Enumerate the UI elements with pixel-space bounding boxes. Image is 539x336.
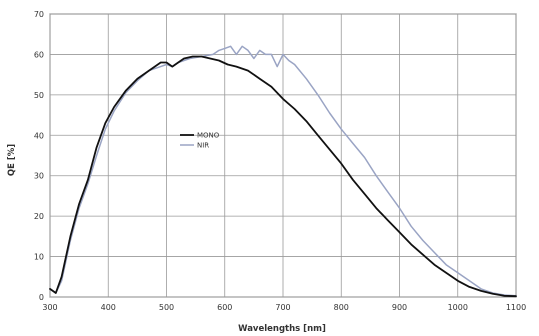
tick-labels: 300 400 500 600 700 800 900 1000 1100 0 10 20 30 40 50… [34, 10, 526, 312]
series-layer [49, 45, 517, 298]
x-axis-title: Wavelengths [nm] [238, 324, 326, 334]
y-tick-label: 40 [34, 131, 44, 140]
gridlines [49, 13, 517, 298]
series-line-nir [49, 45, 517, 297]
y-axis-title: QE [%] [7, 144, 17, 176]
legend-label-nir: NIR [197, 142, 209, 150]
x-tick-label: 300 [42, 303, 57, 312]
legend-label-mono: MONO [197, 132, 220, 140]
x-tick-label: 700 [275, 303, 290, 312]
y-tick-label: 0 [39, 293, 44, 302]
x-tick-label: 600 [217, 303, 232, 312]
x-tick-label: 1000 [448, 303, 468, 312]
y-tick-label: 10 [34, 253, 44, 262]
series-line-mono [49, 55, 517, 298]
x-tick-label: 900 [392, 303, 407, 312]
x-tick-label: 400 [101, 303, 116, 312]
y-tick-label: 60 [34, 50, 44, 59]
y-tick-label: 70 [34, 10, 44, 19]
x-tick-label: 800 [334, 303, 349, 312]
legend: MONO NIR [180, 132, 220, 150]
y-tick-label: 50 [34, 91, 44, 100]
y-tick-label: 30 [34, 172, 44, 181]
x-tick-label: 500 [159, 303, 174, 312]
x-tick-label: 1100 [506, 303, 526, 312]
y-tick-label: 20 [34, 212, 44, 221]
